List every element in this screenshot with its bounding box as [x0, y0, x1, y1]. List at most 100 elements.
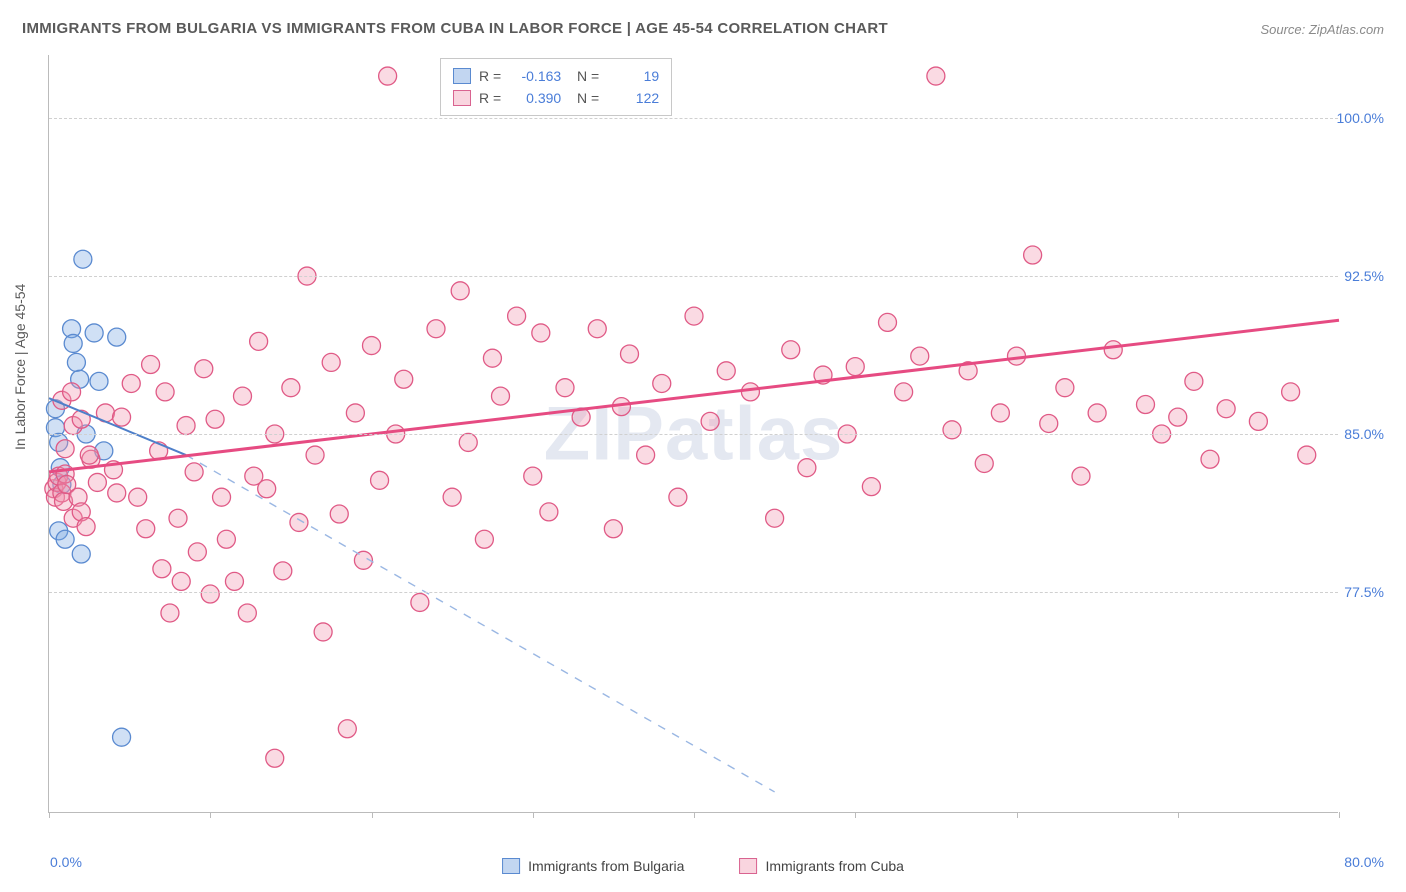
stat-n-value: 122	[607, 87, 659, 109]
data-point	[56, 440, 74, 458]
data-point	[363, 337, 381, 355]
data-point	[63, 383, 81, 401]
stats-legend-box: R = -0.163 N = 19 R = 0.390 N = 122	[440, 58, 672, 116]
data-point	[451, 282, 469, 300]
data-point	[88, 473, 106, 491]
data-point	[717, 362, 735, 380]
data-point	[483, 349, 501, 367]
x-tick	[533, 812, 534, 818]
y-tick-label: 85.0%	[1344, 426, 1384, 442]
data-point	[371, 471, 389, 489]
data-point	[1185, 372, 1203, 390]
data-point	[234, 387, 252, 405]
data-point	[172, 572, 190, 590]
stat-r-value: -0.163	[509, 65, 561, 87]
plot-area: ZIPatlas	[48, 55, 1338, 813]
data-point	[90, 372, 108, 390]
data-point	[314, 623, 332, 641]
data-point	[637, 446, 655, 464]
data-point	[282, 379, 300, 397]
data-point	[1104, 341, 1122, 359]
data-point	[1169, 408, 1187, 426]
data-point	[532, 324, 550, 342]
data-point	[1040, 414, 1058, 432]
data-point	[943, 421, 961, 439]
data-point	[169, 509, 187, 527]
data-point	[56, 530, 74, 548]
stats-row-bulgaria: R = -0.163 N = 19	[453, 65, 659, 87]
data-point	[701, 412, 719, 430]
data-point	[258, 480, 276, 498]
data-point	[1217, 400, 1235, 418]
data-point	[1072, 467, 1090, 485]
data-point	[782, 341, 800, 359]
data-point	[443, 488, 461, 506]
data-point	[1249, 412, 1267, 430]
x-tick	[49, 812, 50, 818]
data-point	[798, 459, 816, 477]
x-tick	[210, 812, 211, 818]
data-point	[427, 320, 445, 338]
chart-title: IMMIGRANTS FROM BULGARIA VS IMMIGRANTS F…	[22, 20, 888, 37]
legend-item-cuba: Immigrants from Cuba	[739, 858, 903, 874]
data-point	[1088, 404, 1106, 422]
swatch-icon	[453, 90, 471, 106]
legend-label: Immigrants from Cuba	[765, 858, 903, 874]
data-point	[72, 410, 90, 428]
stat-r-label: R =	[479, 87, 501, 109]
data-point	[766, 509, 784, 527]
data-point	[330, 505, 348, 523]
data-point	[122, 374, 140, 392]
data-point	[379, 67, 397, 85]
data-point	[1137, 396, 1155, 414]
x-tick-label: 80.0%	[1344, 854, 1384, 870]
trend-line-bulgaria-ext	[186, 455, 775, 792]
data-point	[64, 334, 82, 352]
data-point	[137, 520, 155, 538]
stat-n-label: N =	[569, 87, 599, 109]
data-point	[524, 467, 542, 485]
data-point	[153, 560, 171, 578]
data-point	[67, 353, 85, 371]
data-point	[741, 383, 759, 401]
data-point	[188, 543, 206, 561]
data-point	[459, 433, 477, 451]
y-tick-label: 77.5%	[1344, 584, 1384, 600]
data-point	[653, 374, 671, 392]
data-point	[1298, 446, 1316, 464]
data-point	[475, 530, 493, 548]
data-point	[911, 347, 929, 365]
data-point	[604, 520, 622, 538]
y-tick-label: 92.5%	[1344, 268, 1384, 284]
x-tick	[855, 812, 856, 818]
data-point	[238, 604, 256, 622]
data-point	[129, 488, 147, 506]
data-point	[274, 562, 292, 580]
stat-n-label: N =	[569, 65, 599, 87]
data-point	[322, 353, 340, 371]
swatch-icon	[739, 858, 757, 874]
data-point	[74, 250, 92, 268]
data-point	[206, 410, 224, 428]
gridline	[49, 434, 1338, 435]
data-point	[213, 488, 231, 506]
swatch-icon	[453, 68, 471, 84]
data-point	[1282, 383, 1300, 401]
data-point	[113, 728, 131, 746]
data-point	[250, 332, 268, 350]
data-point	[846, 358, 864, 376]
data-point	[556, 379, 574, 397]
gridline	[49, 592, 1338, 593]
data-point	[72, 545, 90, 563]
bottom-legend: Immigrants from Bulgaria Immigrants from…	[502, 858, 904, 874]
x-tick	[694, 812, 695, 818]
data-point	[217, 530, 235, 548]
x-tick-label: 0.0%	[50, 854, 82, 870]
stat-n-value: 19	[607, 65, 659, 87]
data-point	[201, 585, 219, 603]
data-point	[225, 572, 243, 590]
data-point	[927, 67, 945, 85]
data-point	[85, 324, 103, 342]
data-point	[895, 383, 913, 401]
data-point	[266, 749, 284, 767]
